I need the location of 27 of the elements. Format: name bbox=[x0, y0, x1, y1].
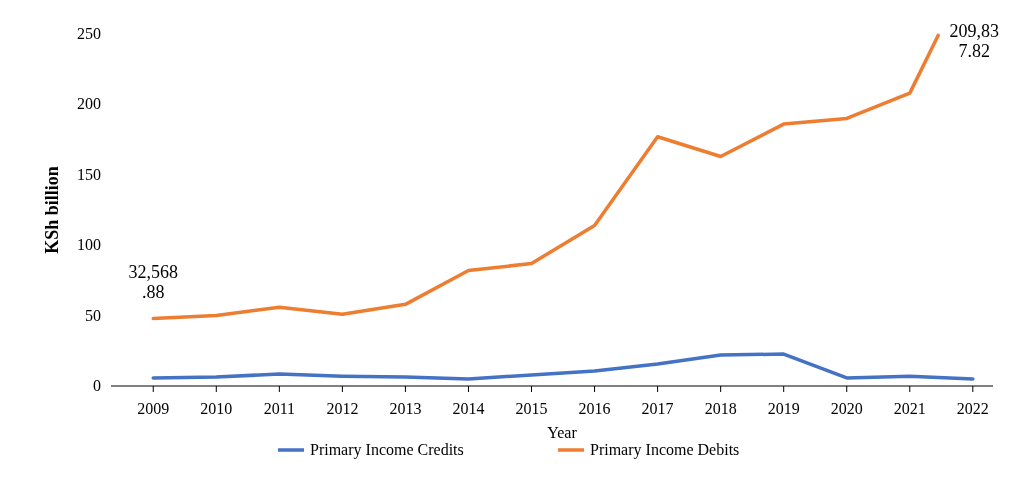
x-tick-label: 2016 bbox=[578, 400, 611, 417]
y-axis-title: KSh billion bbox=[42, 166, 62, 254]
legend-label: Primary Income Credits bbox=[310, 441, 464, 459]
x-tick-label: 2009 bbox=[137, 400, 170, 417]
x-tick-label: 2021 bbox=[893, 400, 926, 417]
x-tick-label: 2013 bbox=[389, 400, 422, 417]
x-tick-label: 2015 bbox=[515, 400, 548, 417]
x-tick-label: 2019 bbox=[767, 400, 800, 417]
y-tick-label: 150 bbox=[77, 165, 101, 183]
x-tick-label: 2022 bbox=[956, 400, 989, 417]
line-series bbox=[151, 352, 975, 381]
y-tick-label: 50 bbox=[85, 306, 101, 324]
x-tick-label: 2010 bbox=[200, 400, 233, 417]
legend-label: Primary Income Debits bbox=[590, 441, 740, 459]
y-tick-label: 250 bbox=[77, 25, 101, 42]
annotation: 32,568.88 bbox=[128, 262, 178, 303]
x-tick-label: 2014 bbox=[452, 400, 485, 417]
x-tick-label: 2018 bbox=[704, 400, 737, 417]
x-tick-label: 2011 bbox=[263, 400, 296, 417]
y-tick-label: 100 bbox=[77, 236, 101, 254]
x-axis-title: Year bbox=[547, 424, 578, 441]
x-tick-label: 2017 bbox=[641, 400, 674, 417]
y-tick-label: 200 bbox=[77, 95, 101, 113]
y-tick-label: 0 bbox=[93, 377, 101, 394]
x-tick-label: 2012 bbox=[326, 400, 359, 417]
annotation: 209,837.82 bbox=[949, 21, 999, 62]
x-tick-label: 2020 bbox=[830, 400, 863, 417]
